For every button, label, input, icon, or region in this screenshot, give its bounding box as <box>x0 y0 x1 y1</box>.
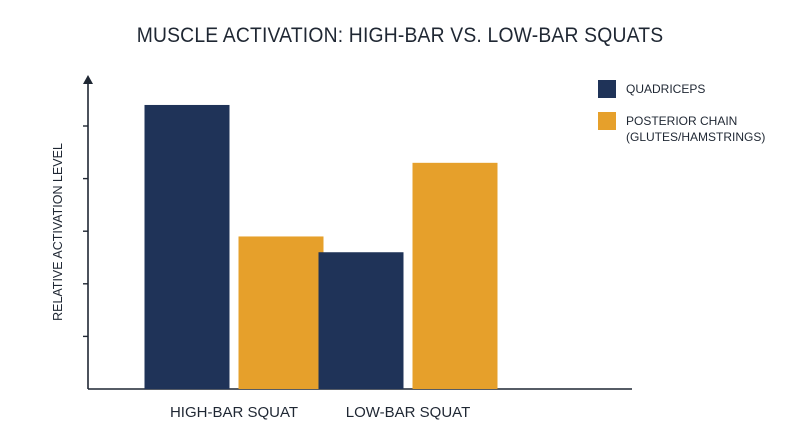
y-axis-arrow <box>83 75 93 84</box>
legend-label-posterior-chain: (GLUTES/HAMSTRINGS) <box>626 130 765 144</box>
x-tick-label: LOW-BAR SQUAT <box>346 404 470 421</box>
bar-quadriceps-low-bar <box>318 252 404 389</box>
legend-swatch-quadriceps <box>598 80 616 98</box>
bar-posterior-chain-low-bar <box>412 162 498 389</box>
legend-swatch-posterior-chain <box>598 112 616 130</box>
legend-label-posterior-chain: POSTERIOR CHAIN <box>626 114 737 128</box>
bar-posterior-chain-high-bar <box>238 236 324 389</box>
y-axis-label: RELATIVE ACTIVATION LEVEL <box>51 143 65 321</box>
legend-label-quadriceps: QUADRICEPS <box>626 82 705 96</box>
chart-title: MUSCLE ACTIVATION: HIGH-BAR VS. LOW-BAR … <box>136 24 664 47</box>
x-tick-label: HIGH-BAR SQUAT <box>170 404 298 421</box>
bar-quadriceps-high-bar <box>144 104 230 390</box>
